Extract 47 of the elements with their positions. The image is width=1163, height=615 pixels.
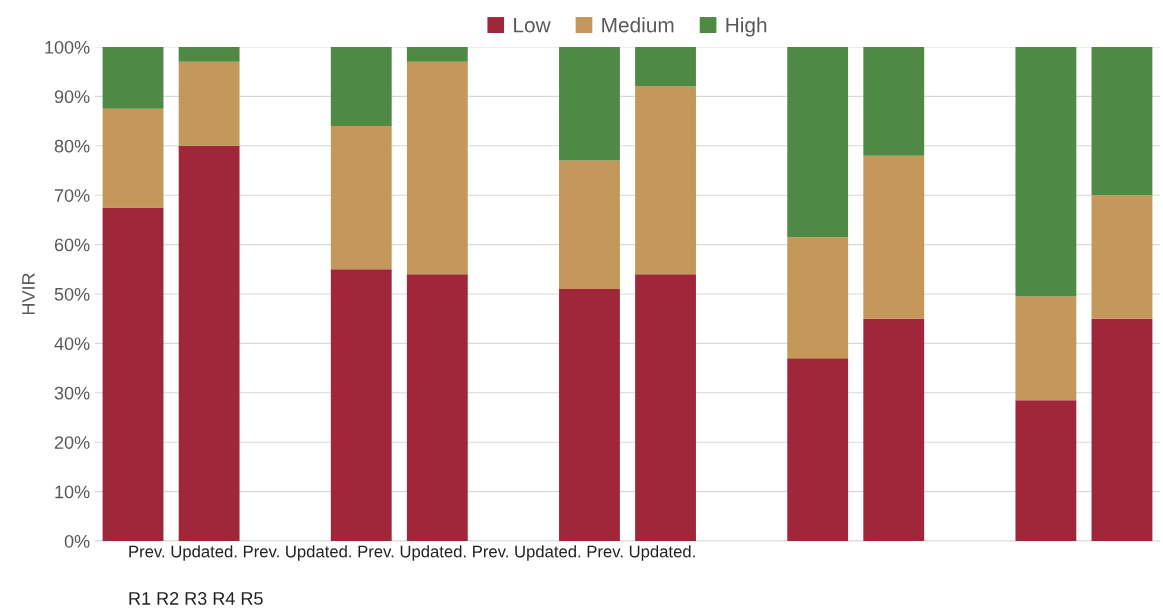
bar bbox=[787, 358, 849, 541]
y-tick-label: 20% bbox=[54, 436, 90, 449]
y-tick-label: 0% bbox=[64, 534, 90, 548]
bar bbox=[635, 274, 696, 541]
y-axis-title: HVIR bbox=[22, 273, 35, 315]
bar bbox=[863, 155, 925, 319]
bar bbox=[1091, 318, 1153, 541]
bar bbox=[787, 237, 849, 359]
bar bbox=[406, 274, 468, 541]
bar bbox=[559, 160, 620, 290]
y-tick-label: 70% bbox=[54, 189, 90, 202]
y-tick-label: 30% bbox=[54, 386, 90, 400]
bar bbox=[1015, 296, 1077, 401]
bar bbox=[1091, 47, 1153, 196]
bar bbox=[178, 47, 240, 62]
legend-label: Medium bbox=[602, 17, 674, 33]
bar bbox=[178, 61, 240, 146]
y-tick-label: 90% bbox=[54, 90, 90, 104]
bar bbox=[635, 47, 696, 87]
bar bbox=[863, 318, 925, 541]
y-tick-label: 10% bbox=[55, 485, 90, 499]
bar bbox=[330, 269, 392, 541]
bar bbox=[330, 47, 392, 127]
bar bbox=[102, 207, 164, 541]
y-tick-label: 100% bbox=[45, 40, 90, 54]
bar bbox=[330, 126, 392, 270]
bar bbox=[102, 108, 164, 208]
y-tick-label: 60% bbox=[54, 238, 90, 252]
bar bbox=[559, 47, 620, 161]
bar bbox=[1091, 195, 1153, 319]
bar bbox=[178, 145, 240, 541]
y-tick-label: 80% bbox=[54, 139, 90, 153]
text: Prev. Updated. Prev. Updated. Prev. Updated. Prev. Updated. Prev. Updated. bbox=[129, 545, 695, 561]
bar bbox=[1015, 47, 1077, 297]
bar bbox=[635, 86, 696, 275]
legend-label: High bbox=[726, 17, 767, 37]
legend-label: Low bbox=[514, 17, 551, 33]
text: R1 R2 R3 R4 R5 bbox=[129, 592, 263, 605]
y-tick-label: 50% bbox=[54, 287, 90, 301]
bar bbox=[406, 47, 468, 62]
bar bbox=[406, 61, 468, 275]
bar bbox=[102, 47, 164, 109]
y-tick-label: 40% bbox=[54, 337, 90, 351]
bar bbox=[1015, 400, 1077, 541]
bar bbox=[559, 289, 620, 541]
bar bbox=[787, 47, 849, 238]
bar bbox=[863, 47, 925, 156]
